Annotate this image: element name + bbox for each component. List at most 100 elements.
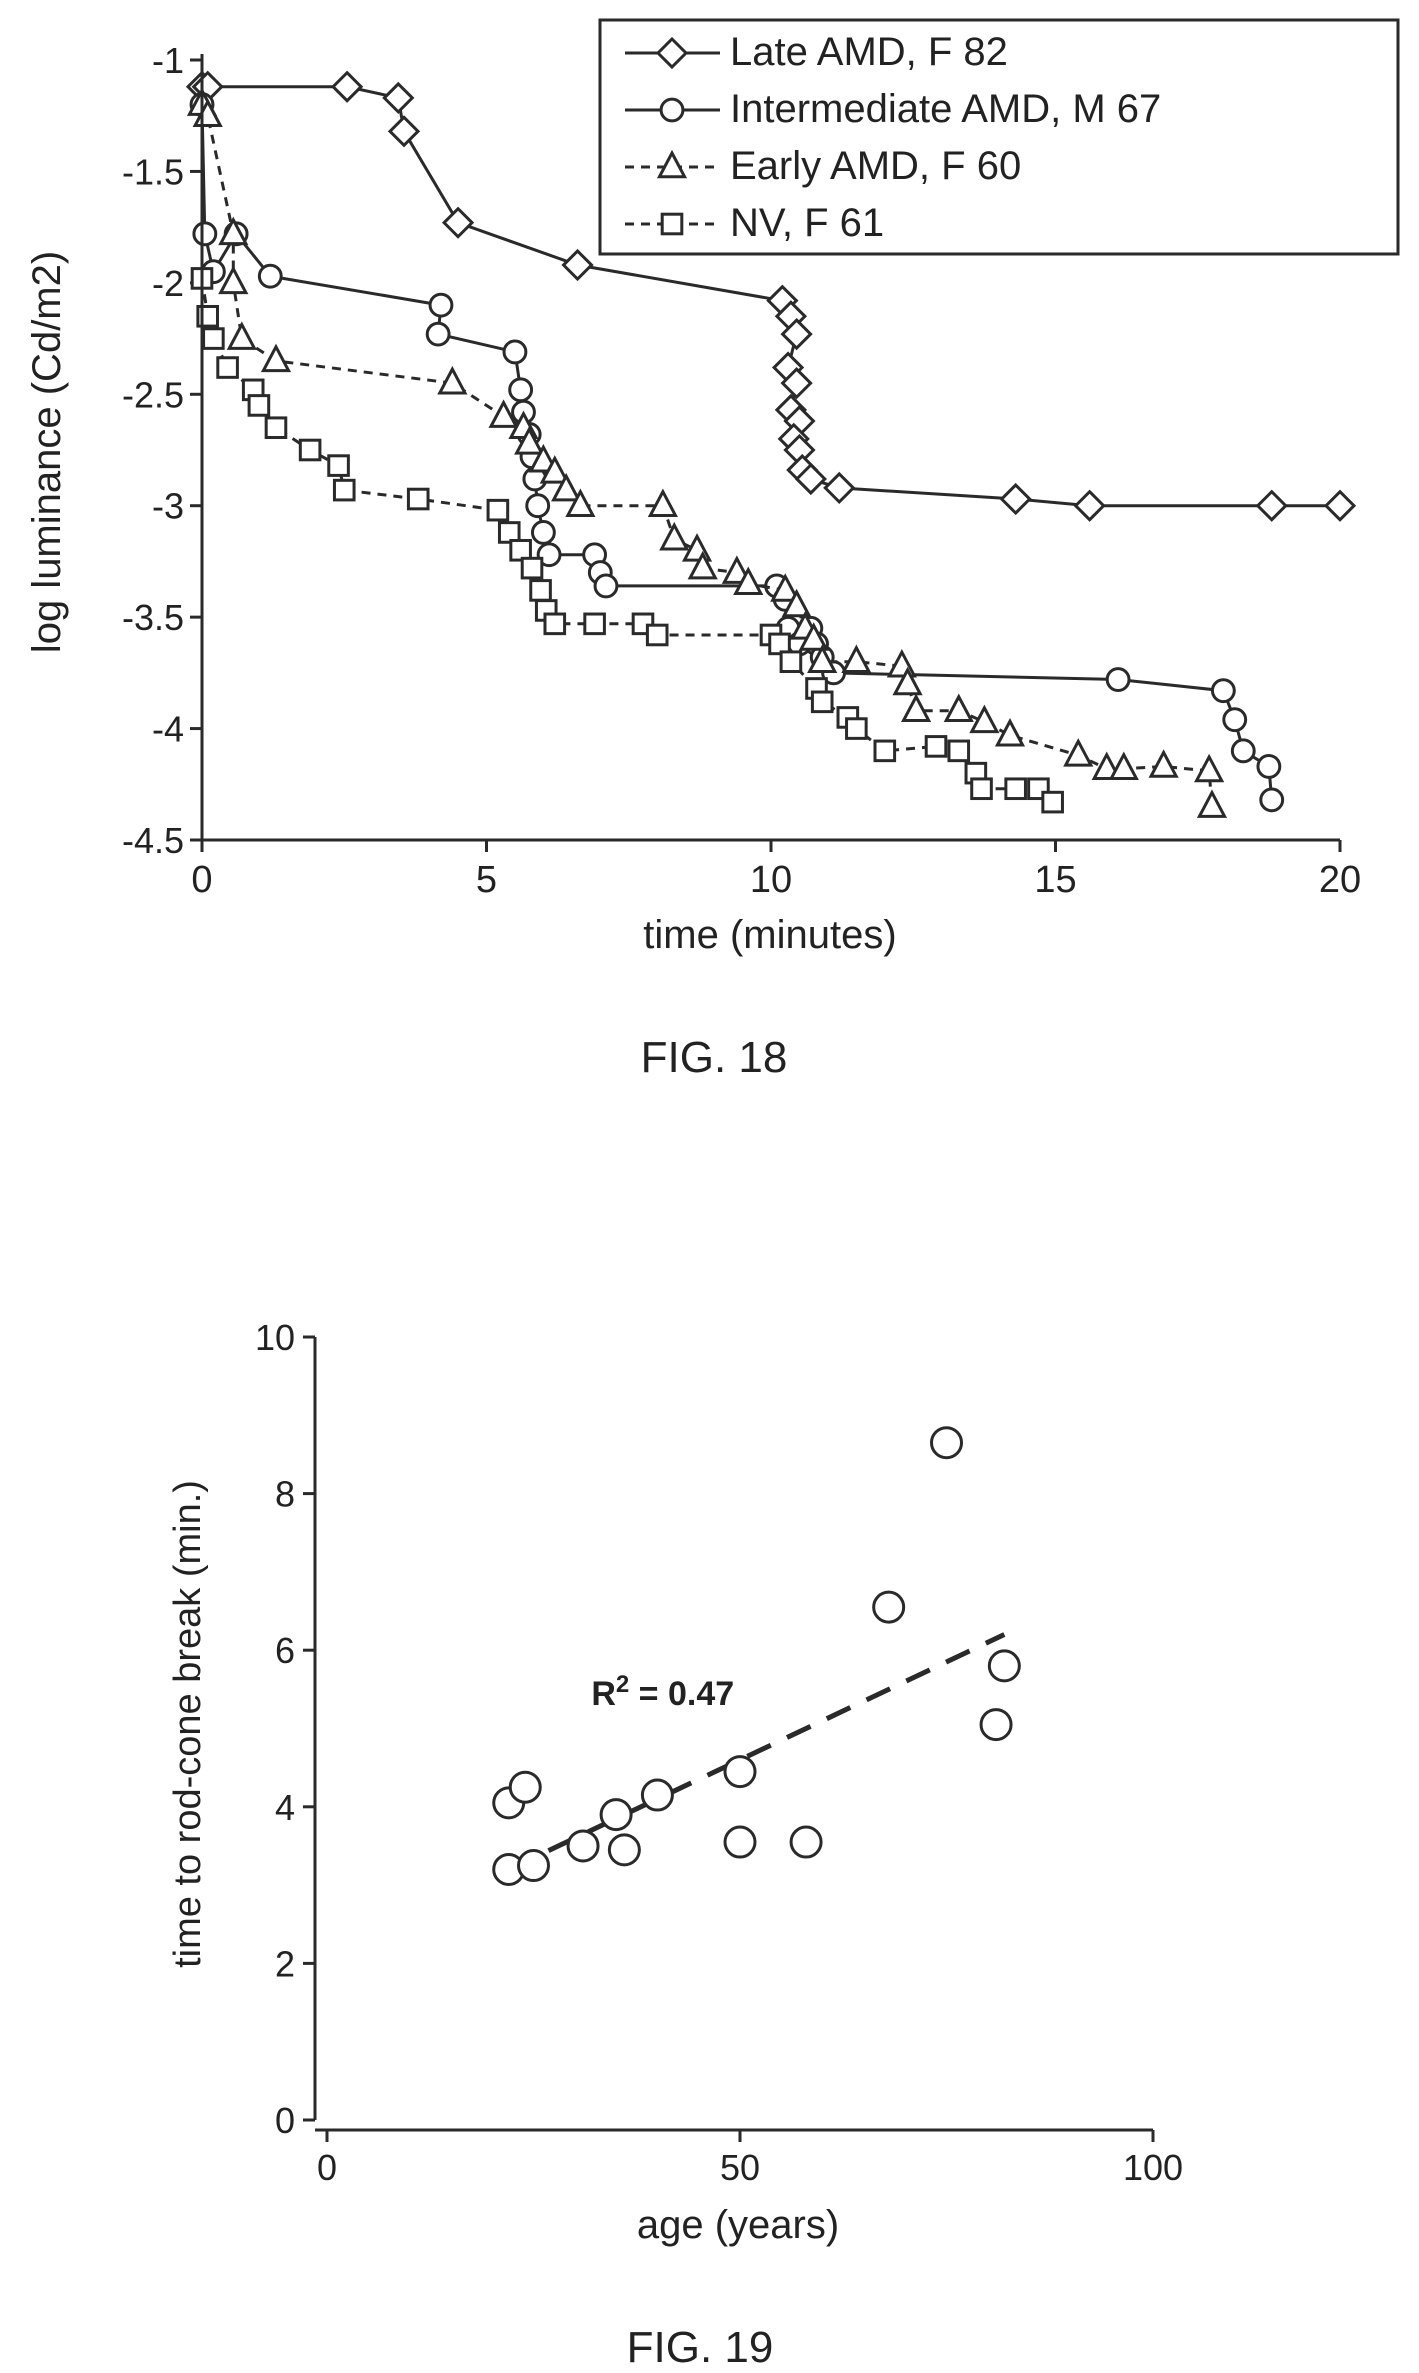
scatter-point [930, 1426, 963, 1460]
data-point [798, 622, 829, 651]
y-tick-label: -3 [152, 486, 184, 527]
r-squared-value: = 0.47 [629, 1675, 734, 1713]
data-point [733, 566, 764, 596]
scatter-point [723, 1755, 757, 1789]
fig18-plot-area [185, 70, 1357, 818]
data-point [520, 556, 544, 580]
data-point [994, 718, 1026, 747]
data-point [543, 612, 567, 636]
data-point [202, 327, 225, 350]
scatter-point [599, 1798, 633, 1832]
legend-label-intermediate-amd: Intermediate AMD, M 67 [730, 87, 1161, 131]
legend-sample-marker [656, 149, 688, 179]
data-point [551, 472, 582, 502]
scatter-point [517, 1849, 550, 1883]
data-point [823, 471, 856, 505]
data-point [1256, 754, 1282, 779]
y-tick-label: -3.5 [122, 597, 184, 638]
data-point [770, 573, 801, 602]
x-tick-label: 100 [1123, 2147, 1183, 2188]
data-point [428, 292, 454, 318]
data-point [218, 216, 249, 246]
x-tick-label: 15 [1034, 859, 1076, 901]
fig19-y-ticks: 0 2 4 6 8 10 [255, 1317, 315, 2141]
y-tick-label: -1.5 [122, 151, 184, 192]
data-point [873, 739, 897, 763]
fig19-caption: FIG. 19 [627, 2323, 774, 2372]
data-point [1108, 751, 1139, 780]
data-point [218, 265, 249, 295]
data-point [1105, 667, 1131, 692]
data-point [1196, 789, 1228, 818]
fig18-y-ticks: -1 -1.5 -2 -2.5 -3 -3.5 -4 -4.5 [122, 40, 202, 861]
fig19-trendline-group [507, 1632, 1006, 1872]
data-point [497, 521, 521, 544]
scatter-point [979, 1708, 1013, 1742]
data-point [768, 632, 791, 656]
data-point [969, 704, 1000, 734]
y-tick-label: -4.5 [122, 820, 184, 861]
scatter-point [566, 1829, 600, 1863]
data-point [508, 377, 534, 403]
r-squared-symbol: R [591, 1675, 616, 1713]
y-tick-label: -2 [152, 263, 184, 304]
data-point [502, 339, 528, 365]
legend-sample-circle [625, 97, 720, 123]
data-point [593, 573, 619, 599]
data-point [970, 777, 993, 801]
data-point [810, 690, 834, 714]
data-point [260, 343, 292, 373]
legend-sample-diamond [625, 36, 720, 70]
legend-item-early-amd: Early AMD, F 60 [625, 144, 1021, 188]
data-point [437, 365, 468, 395]
data-point [514, 426, 545, 455]
data-point [999, 482, 1032, 516]
data-point [845, 717, 868, 740]
legend-sample-marker [660, 212, 684, 236]
scatter-point [872, 1590, 906, 1624]
fig18-x-axis-label: time (minutes) [643, 913, 896, 957]
data-point [1222, 707, 1248, 733]
legend-label-early-amd: Early AMD, F 60 [730, 144, 1021, 188]
data-point [779, 650, 803, 674]
data-point [583, 612, 606, 636]
legend-item-late-amd: Late AMD, F 82 [625, 30, 1008, 74]
data-point [1210, 678, 1236, 704]
data-point [327, 454, 350, 477]
data-point [525, 493, 551, 519]
data-point [841, 644, 872, 674]
fig18-axes [200, 54, 1340, 842]
scatter-point [789, 1825, 823, 1859]
data-point [1259, 787, 1285, 813]
y-tick-label: 10 [255, 1317, 295, 1358]
y-tick-label: -2.5 [122, 374, 184, 415]
scatter-point [640, 1778, 674, 1812]
x-tick-label: 5 [476, 859, 497, 901]
y-tick-label: 8 [275, 1474, 295, 1515]
data-point [536, 542, 562, 568]
data-point [1230, 738, 1256, 764]
data-point [687, 550, 718, 580]
fig19-plot-area [492, 1426, 1021, 1886]
fig19-trendline [507, 1632, 1006, 1872]
data-point [257, 263, 283, 289]
fig18-y-axis-label: log luminance (Cd/m2) [25, 251, 69, 653]
data-point [647, 488, 678, 518]
data-point [1255, 489, 1288, 522]
data-point [264, 416, 288, 440]
fig19-x-axis-label: age (years) [637, 2203, 839, 2247]
data-point [794, 462, 827, 496]
legend-item-intermediate-amd: Intermediate AMD, M 67 [625, 87, 1161, 131]
data-point [781, 588, 812, 618]
r-squared-exponent: 2 [616, 1671, 629, 1698]
data-point [780, 367, 813, 400]
x-tick-label: 0 [191, 859, 212, 901]
data-point [1194, 753, 1225, 783]
data-point [332, 478, 356, 502]
x-tick-label: 10 [750, 859, 792, 901]
y-tick-label: -4 [152, 709, 184, 750]
data-point [943, 693, 974, 723]
data-point [387, 115, 421, 148]
fig19-x-ticks: 0 50 100 [317, 2130, 1183, 2188]
y-tick-label: 6 [275, 1630, 295, 1671]
